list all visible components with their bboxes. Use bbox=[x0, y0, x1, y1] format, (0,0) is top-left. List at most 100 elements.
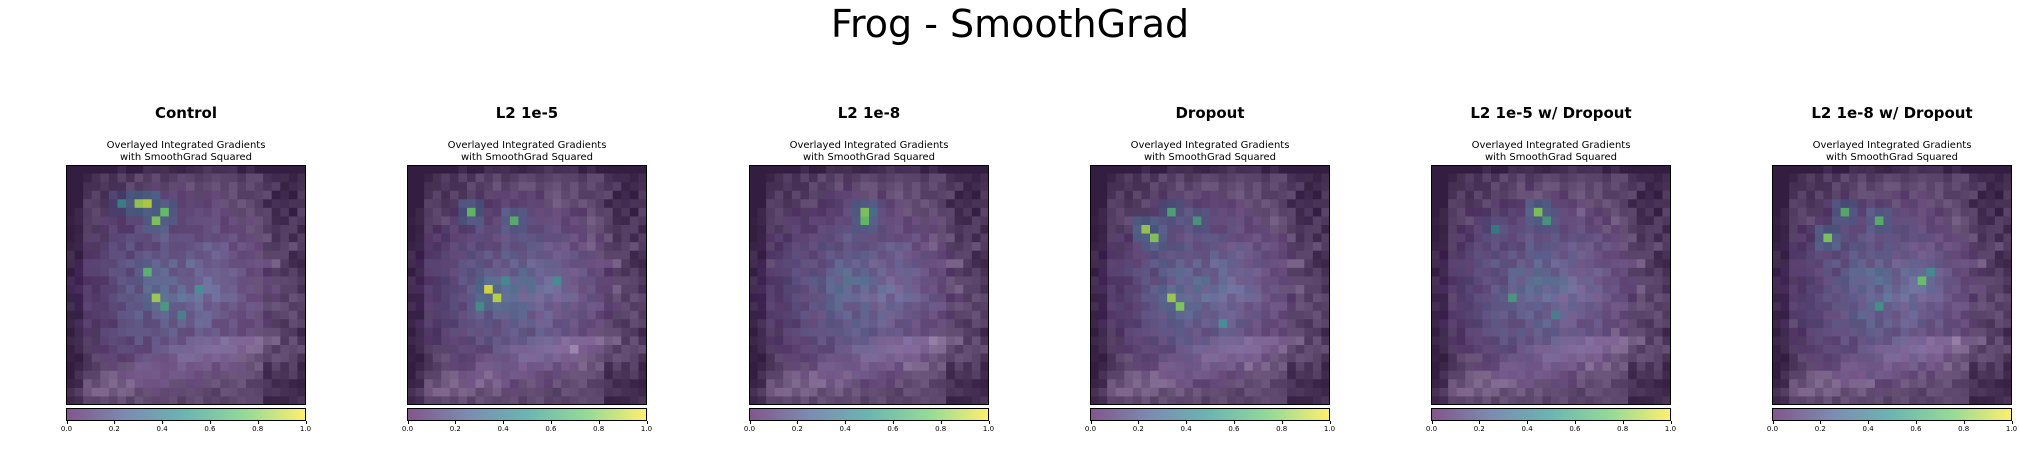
heatmap-cell bbox=[126, 276, 135, 286]
heatmap-cell bbox=[817, 182, 827, 192]
heatmap-cell bbox=[920, 396, 930, 405]
heatmap-cell bbox=[1235, 242, 1245, 252]
heatmap-cell bbox=[826, 233, 836, 243]
heatmap-cell bbox=[963, 302, 973, 312]
heatmap-cell bbox=[1516, 182, 1526, 192]
heatmap-cell bbox=[1849, 165, 1859, 174]
heatmap-cell bbox=[1840, 233, 1850, 243]
heatmap-cell bbox=[1252, 267, 1262, 277]
heatmap-cell bbox=[467, 207, 476, 217]
heatmap-cell bbox=[91, 396, 101, 405]
heatmap-cell bbox=[1789, 285, 1799, 294]
heatmap-cell bbox=[860, 370, 870, 380]
heatmap-cell bbox=[160, 370, 170, 380]
heatmap-cell bbox=[280, 353, 290, 363]
heatmap-cell bbox=[1456, 242, 1466, 252]
heatmap-cell bbox=[757, 379, 767, 389]
heatmap-cell bbox=[415, 165, 425, 174]
heatmap-cell bbox=[1551, 199, 1560, 209]
heatmap-cell bbox=[1645, 379, 1655, 389]
heatmap-cell bbox=[1167, 242, 1177, 252]
heatmap-cell bbox=[1098, 319, 1108, 329]
heatmap-cell bbox=[1321, 207, 1330, 217]
heatmap-cell bbox=[1312, 242, 1322, 252]
heatmap-cell bbox=[1823, 353, 1833, 363]
heatmap-cell bbox=[297, 190, 306, 200]
heatmap-cell bbox=[108, 276, 118, 286]
heatmap-cell bbox=[1917, 379, 1927, 389]
heatmap-cell bbox=[415, 285, 425, 294]
heatmap-cell bbox=[817, 310, 827, 320]
heatmap-cell bbox=[1994, 336, 2004, 346]
heatmap-cell bbox=[757, 259, 767, 269]
heatmap-cell bbox=[929, 276, 938, 286]
heatmap-cell bbox=[604, 362, 614, 372]
heatmap-cell bbox=[817, 259, 827, 269]
panel-title: L2 1e-5 bbox=[495, 104, 559, 122]
heatmap-cell bbox=[535, 345, 545, 354]
heatmap-cell bbox=[177, 310, 187, 320]
heatmap-cell bbox=[1593, 285, 1603, 294]
heatmap-cell bbox=[980, 302, 989, 312]
heatmap-cell bbox=[1653, 370, 1663, 380]
heatmap-cell bbox=[826, 302, 836, 312]
heatmap-cell bbox=[160, 199, 170, 209]
heatmap-cell bbox=[1184, 396, 1194, 405]
heatmap-cell bbox=[288, 190, 298, 200]
heatmap-cell bbox=[1849, 362, 1859, 372]
heatmap-cell bbox=[1952, 302, 1961, 312]
heatmap-cell bbox=[971, 302, 981, 312]
heatmap-cell bbox=[1431, 362, 1440, 372]
heatmap-cell bbox=[1525, 285, 1535, 294]
heatmap-cell bbox=[288, 370, 298, 380]
heatmap-cell bbox=[1568, 242, 1578, 252]
heatmap-cell bbox=[629, 267, 639, 277]
heatmap-cell bbox=[2003, 165, 2012, 174]
heatmap-cell bbox=[1542, 250, 1552, 260]
heatmap-cell bbox=[1218, 327, 1228, 337]
heatmap-cell bbox=[1883, 267, 1893, 277]
heatmap-cell bbox=[66, 276, 75, 286]
heatmap-cell bbox=[271, 387, 281, 397]
heatmap-cell bbox=[1977, 207, 1987, 217]
heatmap-cell bbox=[1132, 199, 1142, 209]
heatmap-cell bbox=[1516, 250, 1526, 260]
heatmap-cell bbox=[1977, 302, 1987, 312]
heatmap-cell bbox=[552, 362, 562, 372]
heatmap-cell bbox=[612, 336, 622, 346]
heatmap-cell bbox=[1797, 182, 1807, 192]
heatmap-cell bbox=[826, 165, 836, 174]
colorbar-tick-label: 1.0 bbox=[2005, 425, 2018, 433]
heatmap-cell bbox=[920, 387, 930, 397]
heatmap-cell bbox=[1439, 216, 1449, 226]
heatmap-cell bbox=[220, 216, 230, 226]
heatmap-cell bbox=[1124, 207, 1134, 217]
heatmap-cell bbox=[1499, 336, 1509, 346]
heatmap-cell bbox=[1542, 173, 1552, 183]
heatmap-cell bbox=[1090, 190, 1099, 200]
heatmap-cell bbox=[1439, 225, 1449, 234]
heatmap-cell bbox=[1568, 216, 1578, 226]
heatmap-cell bbox=[1806, 250, 1816, 260]
heatmap-cell bbox=[834, 165, 844, 174]
heatmap-cell bbox=[1568, 207, 1578, 217]
heatmap-cell bbox=[1576, 165, 1586, 174]
heatmap-cell bbox=[1090, 396, 1099, 405]
heatmap-cell bbox=[535, 250, 545, 260]
heatmap-cell bbox=[535, 387, 545, 397]
colorbar-tick-mark bbox=[114, 421, 116, 424]
heatmap-cell bbox=[237, 190, 247, 200]
heatmap-cell bbox=[1585, 216, 1595, 226]
heatmap-cell bbox=[561, 293, 571, 303]
colorbar-tick-mark bbox=[598, 421, 600, 424]
heatmap-cell bbox=[1653, 173, 1663, 183]
heatmap-cell bbox=[1840, 207, 1850, 217]
heatmap-cell bbox=[800, 216, 810, 226]
heatmap-cell bbox=[1832, 285, 1841, 294]
heatmap-cell bbox=[203, 242, 213, 252]
heatmap-cell bbox=[1175, 233, 1185, 243]
heatmap-cell bbox=[501, 207, 511, 217]
heatmap-cell bbox=[1244, 225, 1254, 234]
heatmap-cell bbox=[774, 233, 784, 243]
heatmap-cell bbox=[946, 182, 956, 192]
